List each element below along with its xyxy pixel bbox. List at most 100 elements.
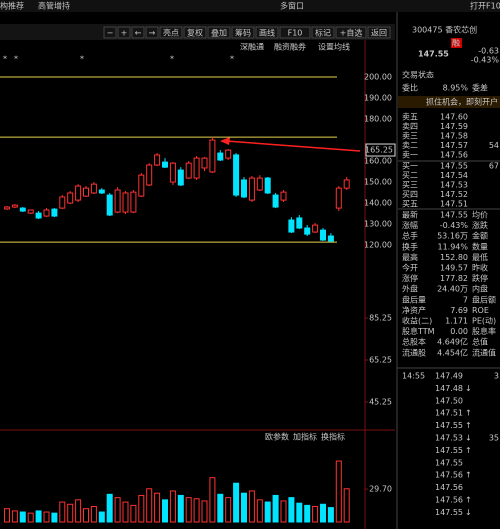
sub-toolbar-button[interactable]: 深融通 [240, 42, 264, 52]
arrow-head [220, 137, 230, 145]
book-volume: 67 [489, 162, 499, 171]
candle-body [154, 154, 161, 166]
toolbar-button[interactable]: +自选 [340, 28, 363, 38]
volume-bar [217, 493, 224, 523]
badge-box [451, 38, 462, 48]
candle-body [264, 177, 271, 194]
stat-value: 4.649亿 [437, 337, 468, 347]
toolbar-button[interactable]: + [121, 29, 128, 38]
volume-bar [225, 497, 232, 523]
tick-time: 14:55 [402, 372, 425, 381]
stat-value: 24.40万 [437, 285, 468, 294]
volume-bar [67, 503, 74, 523]
promo-link[interactable]: 抓住机会，即刻开户 [426, 97, 498, 107]
candle-body [27, 209, 34, 214]
stat-label: 盘后量 [402, 294, 426, 304]
promo-bg [398, 96, 500, 108]
volume-bar [27, 512, 34, 523]
tick-direction: ↓ [465, 508, 472, 517]
volume-bar [177, 494, 184, 523]
candle-body [320, 229, 326, 241]
candle-body [185, 162, 192, 179]
stat-label: 总手 [402, 231, 418, 241]
tick-price: 147.55 [435, 421, 463, 430]
indicator-button[interactable]: 换指标 [321, 432, 345, 442]
toolbar-button-frame [131, 26, 145, 39]
tab[interactable]: 多窗口 [280, 1, 304, 11]
indicator-button[interactable]: 加指标 [293, 432, 317, 442]
annotation-arrow [225, 140, 361, 152]
toolbar-button[interactable]: 筹码 [235, 28, 251, 38]
toolbar-button[interactable]: 画线 [259, 28, 275, 38]
toolbar-button[interactable]: 复权 [187, 28, 203, 38]
volume-bar [106, 493, 113, 523]
tick-volume: 3 [494, 372, 499, 381]
stat-label2: 涨跌 [472, 220, 488, 230]
stat-label: 涨停 [402, 273, 418, 283]
event-marker[interactable]: * [80, 55, 84, 64]
stat-label: 流通股 [402, 347, 426, 357]
tick-direction: ↓ [465, 384, 472, 393]
volume-bar [59, 501, 66, 523]
tab[interactable]: 高管增持 [38, 1, 70, 11]
volume-bar [201, 500, 208, 523]
volume-bar [264, 501, 271, 523]
candle-body [35, 212, 42, 219]
book-label: 卖五 [402, 113, 418, 122]
sub-toolbar-button[interactable]: 融资融券 [274, 42, 306, 52]
candle-body [114, 189, 121, 213]
toolbar-button-frame [311, 26, 335, 39]
stat-value: 152.80 [440, 253, 468, 262]
event-marker[interactable]: * [170, 55, 174, 64]
tick-direction: ↑ [465, 421, 472, 430]
volume-bar [327, 507, 334, 523]
toolbar-button[interactable]: ← [135, 29, 142, 38]
volume-bar [272, 494, 279, 523]
indicator-button[interactable]: 欧参数 [265, 432, 289, 442]
toolbar-button[interactable]: 标记 [315, 28, 331, 38]
stat-label2: 昨收 [472, 263, 488, 273]
y-tick-label: 65.25 [369, 356, 392, 365]
event-marker[interactable]: * [14, 55, 18, 64]
candle-body [256, 177, 263, 191]
toolbar-button[interactable]: 返回 [371, 29, 387, 38]
candle-body [83, 187, 89, 197]
tick-price: 147.55 [435, 508, 463, 517]
volume-bar [35, 510, 42, 523]
volume-bar [138, 494, 145, 523]
price-marker-box [365, 143, 396, 157]
book-price: 147.59 [440, 122, 468, 131]
tab[interactable]: 打开F10 [470, 1, 500, 11]
toolbar-button[interactable]: 亮点 [163, 28, 179, 38]
volume-bar [154, 492, 161, 523]
volume-bar [320, 503, 326, 523]
candle-body [177, 169, 184, 186]
toolbar-button[interactable]: − [107, 29, 114, 38]
book-label: 买四 [402, 190, 418, 199]
volume-bar [114, 497, 121, 523]
candle-body [312, 224, 319, 233]
event-marker[interactable]: * [230, 55, 234, 64]
candle-body [248, 177, 255, 201]
event-marker[interactable]: * [3, 55, 7, 64]
volume-bar [193, 498, 200, 523]
toolbar-button-frame [367, 26, 391, 39]
toolbar-button[interactable]: 叠加 [211, 28, 227, 38]
volume-bar [169, 490, 176, 523]
toolbar-button[interactable]: F10 [288, 29, 303, 38]
stat-label2: 股息率 [472, 326, 496, 336]
tick-volume: 35 [489, 434, 499, 443]
tab[interactable]: 构推荐 [0, 1, 24, 11]
candle-body [304, 227, 311, 235]
y-tick-label: 150.00 [364, 178, 392, 187]
volume-bar [11, 510, 18, 523]
candle-body [327, 235, 334, 242]
candle-body [169, 162, 176, 183]
candle-body [193, 157, 200, 179]
volume-bar [98, 511, 105, 523]
sub-toolbar-button[interactable]: 设置均线 [318, 42, 350, 52]
volume-bar [288, 497, 295, 523]
toolbar-button[interactable]: → [149, 29, 156, 38]
stat-label: 股息TTM [402, 326, 435, 336]
ratio-label: 委比 [402, 83, 418, 93]
